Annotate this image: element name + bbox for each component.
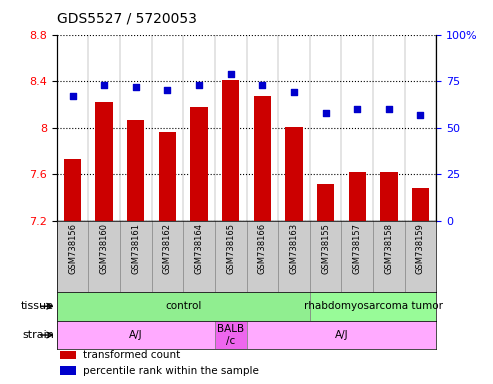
Bar <box>159 132 176 221</box>
Text: strain: strain <box>22 330 54 340</box>
Text: GSM738158: GSM738158 <box>385 223 393 274</box>
Text: GSM738161: GSM738161 <box>131 223 141 274</box>
Point <box>164 88 172 94</box>
Text: percentile rank within the sample: percentile rank within the sample <box>83 366 259 376</box>
Bar <box>380 172 397 221</box>
Bar <box>285 126 303 221</box>
Text: BALB
/c: BALB /c <box>217 324 244 346</box>
Text: GSM738164: GSM738164 <box>195 223 204 274</box>
Text: transformed count: transformed count <box>83 350 180 360</box>
Text: tissue: tissue <box>21 301 54 311</box>
Text: control: control <box>165 301 202 311</box>
Text: GSM738160: GSM738160 <box>100 223 108 274</box>
Bar <box>246 321 436 349</box>
Text: GSM738159: GSM738159 <box>416 223 425 274</box>
Point <box>100 82 108 88</box>
Bar <box>222 80 240 221</box>
Text: GSM738157: GSM738157 <box>352 223 362 274</box>
Text: GDS5527 / 5720053: GDS5527 / 5720053 <box>57 12 197 25</box>
Bar <box>61 366 76 375</box>
Bar <box>253 96 271 221</box>
Bar <box>310 292 436 321</box>
Point <box>132 84 140 90</box>
Point <box>353 106 361 112</box>
Point <box>258 82 266 88</box>
Text: A/J: A/J <box>335 330 348 340</box>
Bar <box>349 172 366 221</box>
Point <box>417 112 424 118</box>
Text: GSM738165: GSM738165 <box>226 223 235 274</box>
Bar <box>57 292 310 321</box>
Text: A/J: A/J <box>129 330 142 340</box>
Text: GSM738156: GSM738156 <box>68 223 77 274</box>
Point <box>321 110 329 116</box>
Bar <box>61 351 76 359</box>
Text: GSM738162: GSM738162 <box>163 223 172 274</box>
Bar <box>127 119 144 221</box>
Bar <box>412 188 429 221</box>
Point <box>227 71 235 77</box>
Bar <box>190 107 208 221</box>
Point <box>385 106 393 112</box>
Text: GSM738155: GSM738155 <box>321 223 330 274</box>
Text: GSM738166: GSM738166 <box>258 223 267 274</box>
Text: rhabdomyosarcoma tumor: rhabdomyosarcoma tumor <box>304 301 443 311</box>
Bar <box>96 102 113 221</box>
Bar <box>215 321 246 349</box>
Bar <box>317 184 334 221</box>
Point <box>195 82 203 88</box>
Text: GSM738163: GSM738163 <box>289 223 298 274</box>
Bar <box>64 159 81 221</box>
Point <box>290 89 298 95</box>
Bar <box>57 321 215 349</box>
Point <box>69 93 76 99</box>
